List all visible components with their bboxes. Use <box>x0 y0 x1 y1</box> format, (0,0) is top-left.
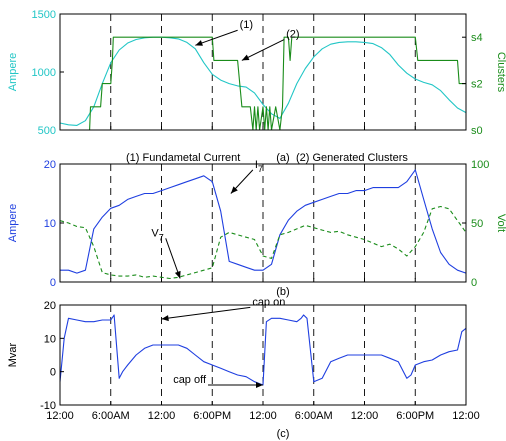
ytick-label: 0 <box>50 367 56 379</box>
series-cyan-line <box>59 36 467 126</box>
annotation-arrow <box>241 39 285 61</box>
xtick-label: 6:00PM <box>193 410 231 422</box>
annotation-arrowhead <box>241 54 250 61</box>
ytick-label: 1000 <box>32 67 56 79</box>
panel-a: 500 1000 1500 Ampere s0 s2 s4 Clusters (1) (2) <box>7 9 506 137</box>
annotation-arrow <box>161 306 251 320</box>
ylabel-right: Clusters <box>495 52 506 93</box>
y2tick-label: s4 <box>471 32 483 44</box>
ytick-label: 10 <box>44 333 56 345</box>
y2tick-label: s0 <box>471 125 483 137</box>
annotation-subscript: 7 <box>159 232 164 242</box>
annotation-arrowhead <box>161 315 169 322</box>
ytick-label: 0 <box>50 277 56 289</box>
annotation-label: (2) <box>286 29 299 41</box>
y2tick-label: 50 <box>471 218 483 230</box>
ytick-label: 20 <box>44 300 56 312</box>
xtick-label: 12:00 <box>249 410 277 422</box>
panel-c: -10 0 10 20 Mvar 12:00 6:00AM 12:00 6:00PM 12:00 6… <box>7 296 480 422</box>
annotation-arrow <box>165 238 181 279</box>
ytick-label: 20 <box>44 159 56 171</box>
xtick-label: 12:00 <box>46 410 74 422</box>
annotation-arrow <box>195 29 238 46</box>
xtick-label: 6:00PM <box>396 410 434 422</box>
ytick-label: -10 <box>40 400 56 412</box>
xtick-label: 12:00 <box>148 410 176 422</box>
xtick-label: 12:00 <box>351 410 379 422</box>
legend-note-1: (1) Fundametal Current <box>126 152 240 164</box>
annotation-arrowhead <box>174 270 181 279</box>
annotation-label: I7 <box>255 159 263 174</box>
series-blue-line <box>60 169 467 274</box>
legend-note-2: (2) Generated Clusters <box>296 152 408 164</box>
caption-a: (a) <box>276 152 289 164</box>
annotation-label: cap on <box>252 296 285 308</box>
y2tick-label: 100 <box>471 159 489 171</box>
ylabel-left: Ampere <box>7 53 19 92</box>
xtick-label: 12:00 <box>452 410 480 422</box>
y2tick-label: s2 <box>471 79 483 91</box>
series-blue-line <box>59 314 467 386</box>
xtick-label: 6:00AM <box>92 410 130 422</box>
ylabel-left: Ampere <box>7 204 19 243</box>
xtick-label: 6:00AM <box>295 410 333 422</box>
ytick-label: 10 <box>44 218 56 230</box>
annotation-arrowhead <box>195 40 203 46</box>
annotation-label: (1) <box>240 19 253 31</box>
annotation-arrowhead <box>230 186 238 194</box>
ytick-label: 1500 <box>32 9 56 21</box>
annotation-subscript: 7 <box>258 164 263 174</box>
caption-c: (c) <box>277 428 290 440</box>
series-green-line <box>59 205 467 280</box>
annotation-label: cap off <box>173 374 207 386</box>
ylabel-left: Mvar <box>7 342 19 367</box>
annotation-arrowhead <box>256 382 263 388</box>
ytick-label: 500 <box>38 125 56 137</box>
series-green-line <box>60 36 466 131</box>
y2tick-label: 0 <box>471 277 477 289</box>
caption-b: (b) <box>276 286 289 298</box>
ylabel-right: Volt <box>495 214 506 232</box>
